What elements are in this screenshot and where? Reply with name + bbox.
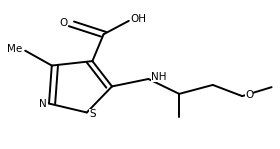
- Text: O: O: [59, 18, 67, 28]
- Text: NH: NH: [151, 72, 166, 83]
- Text: N: N: [39, 99, 47, 109]
- Text: O: O: [245, 90, 253, 100]
- Text: OH: OH: [130, 14, 146, 24]
- Text: Me: Me: [7, 44, 22, 54]
- Text: S: S: [89, 109, 96, 119]
